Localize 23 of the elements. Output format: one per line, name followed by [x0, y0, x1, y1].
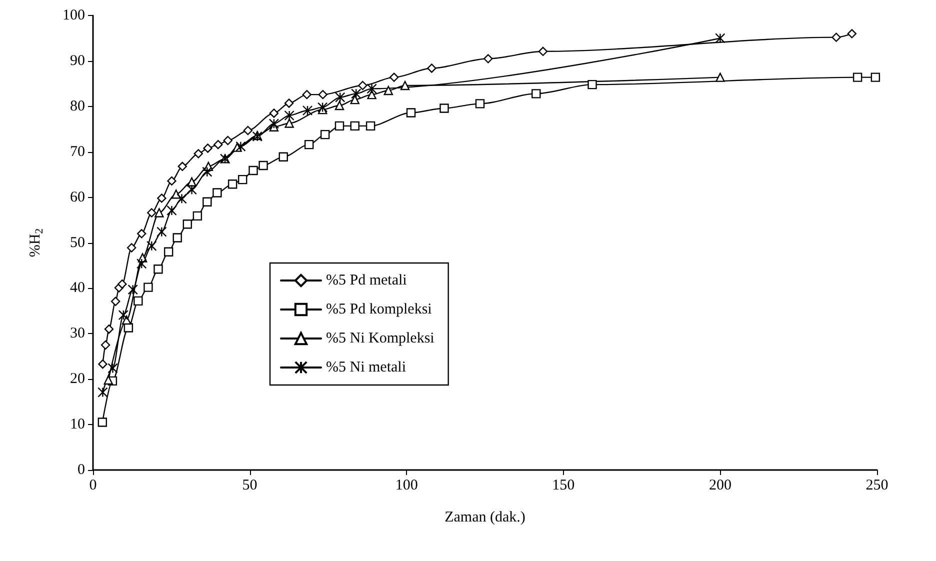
y-tick-label: 100: [62, 8, 85, 24]
x-tick-label: 150: [552, 478, 575, 494]
y-tick-label: 80: [70, 98, 85, 114]
y-tick-label: 0: [78, 462, 85, 478]
x-tick-label: 100: [395, 478, 418, 494]
y-tick-label: 20: [70, 371, 85, 388]
y-tick-label: 90: [70, 52, 85, 69]
x-tick-label: 50: [242, 478, 258, 494]
legend-label: %5 Ni Kompleksi: [326, 330, 434, 346]
y-tick-label: 60: [70, 189, 85, 206]
x-axis-title: Zaman (dak.): [444, 510, 526, 526]
y-axis-title: %H2: [28, 228, 46, 258]
x-tick-label: 0: [89, 478, 97, 494]
legend-label: %5 Pd metali: [326, 272, 407, 288]
legend-label: %5 Pd kompleksi: [326, 302, 432, 318]
x-tick-label: 250: [866, 478, 888, 494]
x-tick-label: 200: [708, 478, 732, 494]
y-tick-label: 40: [70, 280, 85, 296]
y-tick-label: 10: [70, 416, 85, 433]
y-tick-label: 50: [70, 234, 85, 251]
legend-label: %5 Ni metali: [326, 360, 406, 376]
y-tick-label: 30: [70, 326, 85, 342]
y-tick-label: 70: [70, 144, 85, 160]
